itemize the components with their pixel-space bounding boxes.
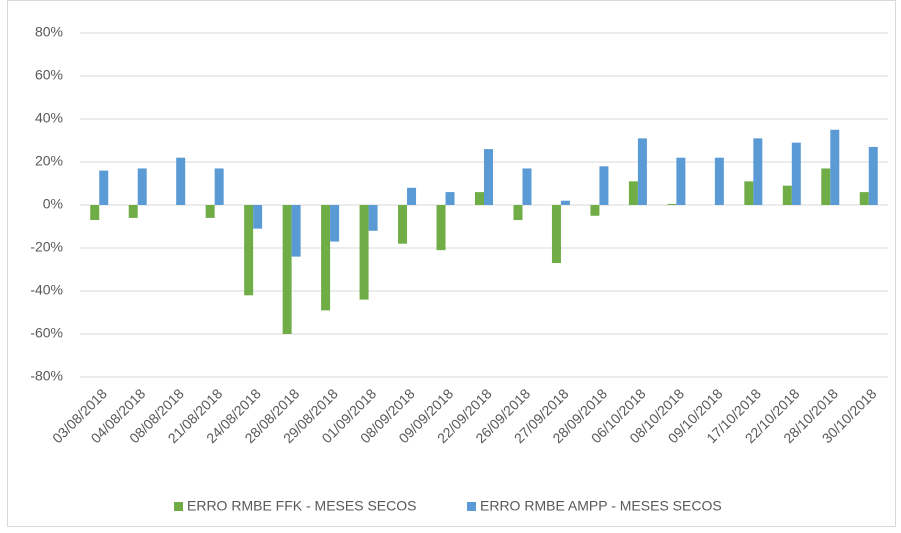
- y-tick-label: 40%: [35, 110, 63, 126]
- bar: [714, 157, 724, 205]
- bar: [205, 205, 215, 218]
- bar: [637, 138, 647, 205]
- legend-label: ERRO RMBE FFK - MESES SECOS: [187, 498, 416, 514]
- bar: [868, 146, 878, 205]
- bar: [90, 205, 100, 221]
- bar: [176, 157, 186, 205]
- bar: [137, 168, 147, 205]
- bar: [560, 200, 570, 205]
- bar: [513, 205, 523, 221]
- bar: [244, 205, 254, 296]
- bar: [368, 205, 378, 231]
- bar: [128, 205, 138, 218]
- bar: [291, 205, 301, 257]
- bar: [522, 168, 532, 205]
- bar: [590, 205, 600, 216]
- y-tick-label: -20%: [30, 239, 63, 255]
- bar: [830, 129, 840, 205]
- y-tick-label: 20%: [35, 153, 63, 169]
- bar: [484, 149, 493, 205]
- bar: [599, 166, 609, 205]
- y-tick-label: -60%: [30, 325, 63, 341]
- bar: [321, 205, 331, 311]
- bar: [407, 187, 417, 205]
- y-tick-label: -40%: [30, 282, 63, 298]
- y-tick-label: -80%: [30, 368, 63, 384]
- bar: [667, 203, 677, 205]
- bar: [791, 142, 801, 205]
- bar: [445, 192, 455, 205]
- bar: [821, 168, 831, 205]
- bar: [676, 157, 686, 205]
- bar: [551, 205, 561, 264]
- bar: [99, 170, 109, 205]
- bar: [475, 192, 484, 205]
- y-tick-label: 80%: [35, 24, 63, 40]
- bar: [744, 181, 754, 205]
- bar: [359, 205, 369, 300]
- y-tick-label: 0%: [43, 196, 63, 212]
- bar: [628, 181, 638, 205]
- bar: [330, 205, 340, 242]
- bar: [214, 168, 224, 205]
- bar: [859, 192, 869, 205]
- bar: [253, 205, 263, 229]
- legend-swatch: [174, 502, 183, 511]
- bar: [753, 138, 763, 205]
- bar: [282, 205, 292, 334]
- chart-border: [7, 0, 896, 527]
- legend-label: ERRO RMBE AMPP - MESES SECOS: [480, 498, 722, 514]
- y-tick-label: 60%: [35, 67, 63, 83]
- legend-swatch: [467, 502, 476, 511]
- bar: [436, 205, 446, 251]
- bar: [782, 185, 792, 205]
- bar: [398, 205, 408, 244]
